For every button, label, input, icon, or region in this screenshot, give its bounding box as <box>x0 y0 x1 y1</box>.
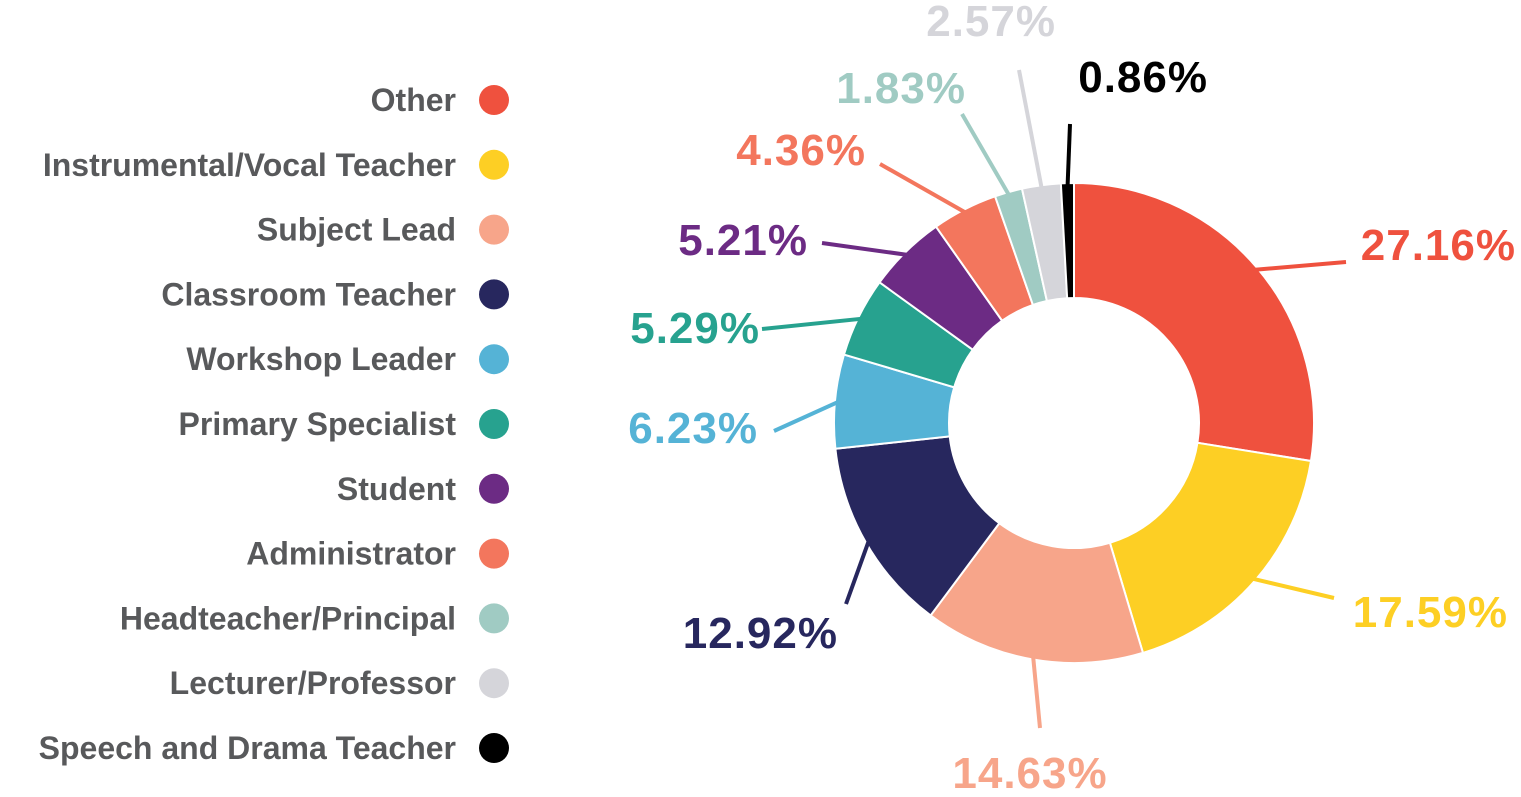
leader-line-primary-specialist <box>761 316 863 331</box>
leader-line-other <box>1253 260 1347 272</box>
legend-label-lecturer-professor: Lecturer/Professor <box>170 665 456 701</box>
legend-swatch-instrumental-vocal-teacher <box>479 149 509 180</box>
legend-label-subject-lead: Subject Lead <box>257 212 456 248</box>
leader-line-workshop-leader <box>773 399 840 433</box>
data-labels: 27.16% 17.59% 14.63% 12.92% 6.23% 5.29% 5.21% 4… <box>628 0 1516 797</box>
legend-swatch-headteacher-principal <box>479 603 509 634</box>
legend-label-other: Other <box>371 82 456 118</box>
legend-label-administrator: Administrator <box>246 536 456 572</box>
donut-slices <box>833 181 1315 664</box>
legend-swatch-classroom-teacher <box>479 279 509 310</box>
data-label-instrumental-vocal-teacher: 17.59% <box>1353 588 1508 637</box>
data-label-headteacher-principal: 1.83% <box>836 64 966 113</box>
legend-label-classroom-teacher: Classroom Teacher <box>161 276 456 312</box>
chart-legend: Other Instrumental/Vocal Teacher Subject L… <box>39 82 509 766</box>
data-label-administrator: 4.36% <box>736 126 866 175</box>
legend-swatch-speech-and-drama-teacher <box>479 733 509 763</box>
data-label-other: 27.16% <box>1361 221 1516 270</box>
slice-subject-lead <box>929 521 1145 664</box>
legend-label-headteacher-principal: Headteacher/Principal <box>120 600 456 636</box>
leader-line-administrator <box>879 162 968 215</box>
legend-swatch-subject-lead <box>479 214 509 245</box>
slice-instrumental-vocal-teacher <box>1108 441 1313 655</box>
legend-swatch-lecturer-professor <box>479 668 509 699</box>
data-label-lecturer-professor: 2.57% <box>926 0 1056 46</box>
legend-label-workshop-leader: Workshop Leader <box>186 341 456 377</box>
leader-line-headteacher-principal <box>960 112 1012 197</box>
legend-swatch-other <box>479 85 509 115</box>
slice-other <box>1073 181 1315 463</box>
data-label-subject-lead: 14.63% <box>952 749 1107 797</box>
legend-swatch-student <box>479 473 509 504</box>
data-label-workshop-leader: 6.23% <box>628 404 758 453</box>
legend-swatch-workshop-leader <box>479 344 509 375</box>
leader-line-lecturer-professor <box>1017 69 1044 190</box>
legend-label-instrumental-vocal-teacher: Instrumental/Vocal Teacher <box>43 147 456 183</box>
leader-line-instrumental-vocal-teacher <box>1251 576 1335 600</box>
legend-label-student: Student <box>337 471 456 507</box>
legend-swatch-primary-specialist <box>479 409 509 439</box>
label-leader-lines <box>761 69 1347 729</box>
legend-swatch-administrator <box>479 538 509 569</box>
leader-line-speech-and-drama-teacher <box>1065 123 1072 188</box>
data-label-student: 5.21% <box>678 216 808 265</box>
data-label-primary-specialist: 5.29% <box>630 304 760 353</box>
leader-line-student <box>821 241 909 257</box>
data-label-speech-and-drama-teacher: 0.86% <box>1078 53 1208 102</box>
leader-line-classroom-teacher <box>844 539 871 605</box>
leader-line-subject-lead <box>1031 655 1042 729</box>
legend-label-speech-and-drama-teacher: Speech and Drama Teacher <box>39 730 456 766</box>
data-label-classroom-teacher: 12.92% <box>683 609 838 658</box>
slice-speech-and-drama-teacher <box>1059 181 1075 300</box>
legend-label-primary-specialist: Primary Specialist <box>179 406 457 442</box>
